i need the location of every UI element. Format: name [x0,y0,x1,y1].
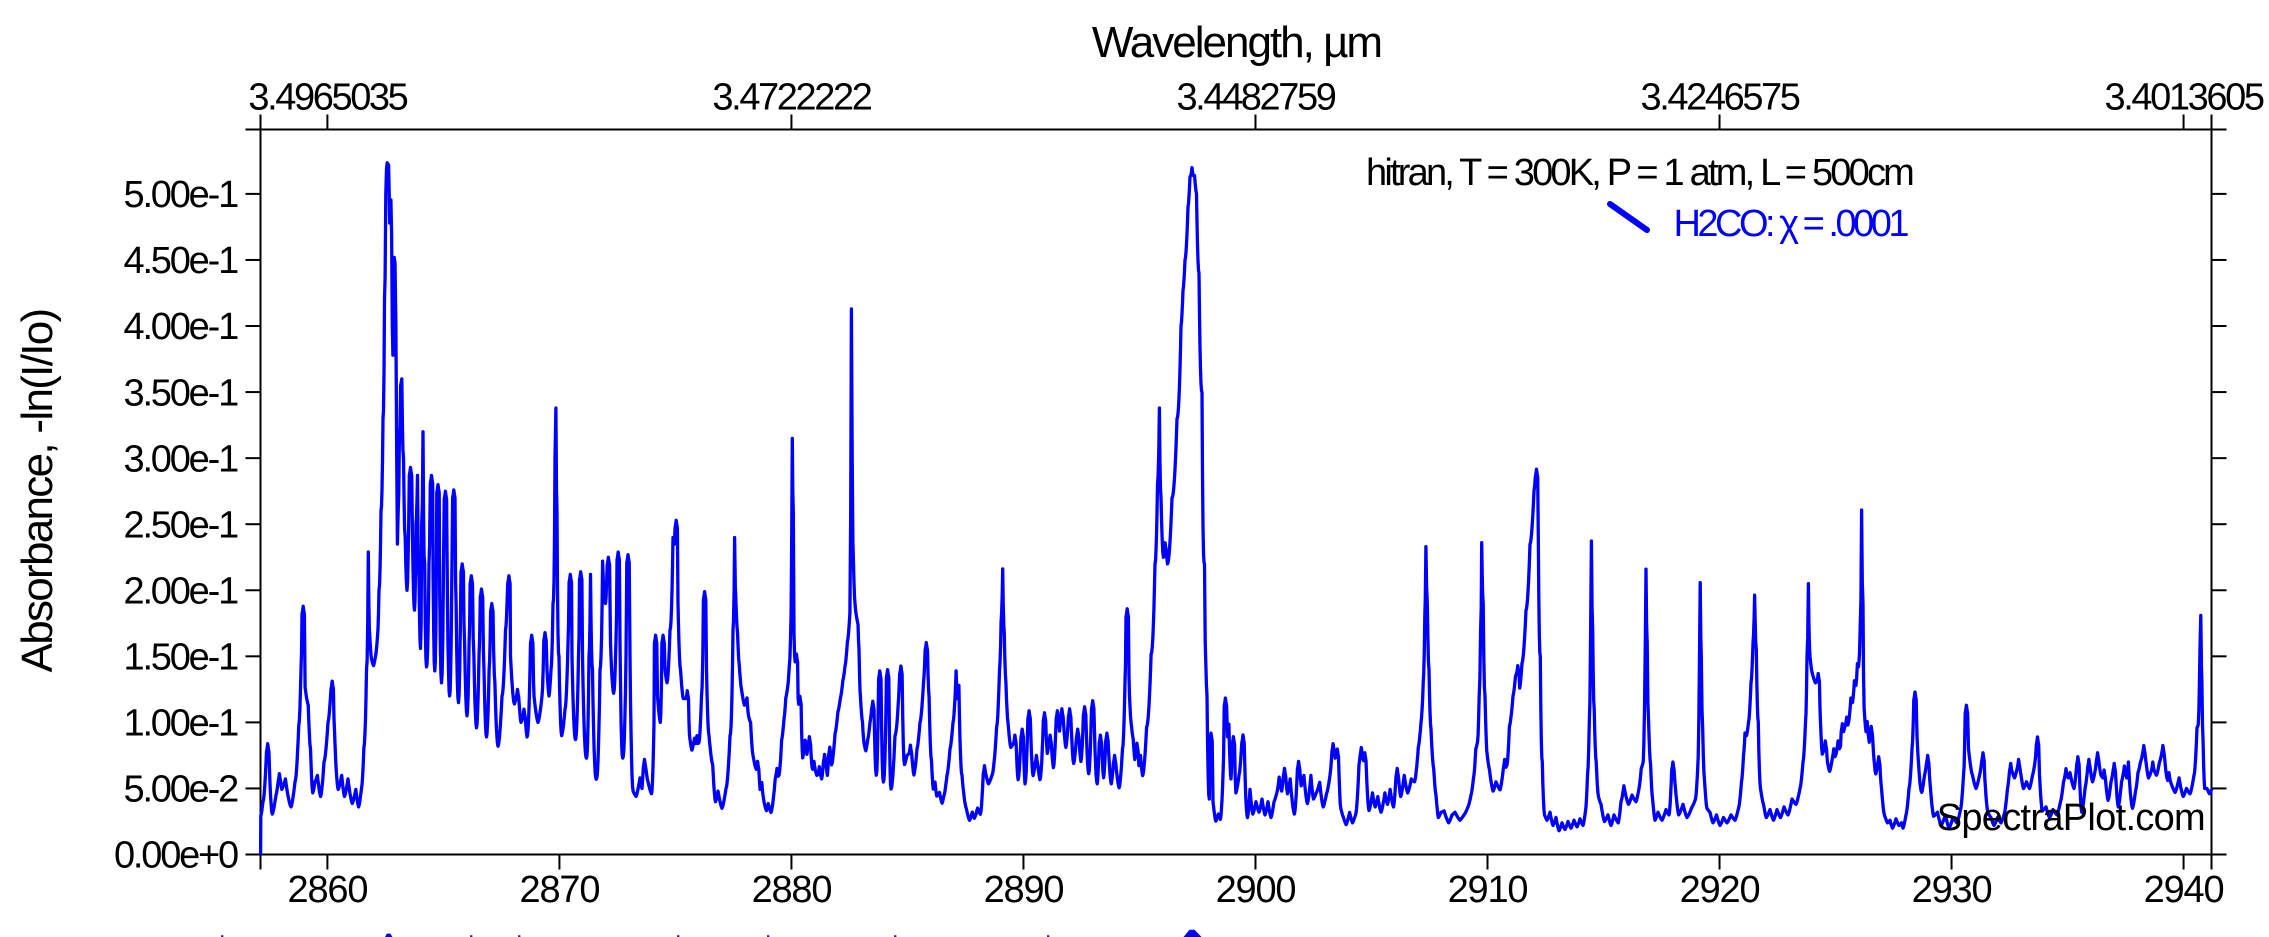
svg-text:2910: 2910 [1448,869,1528,911]
svg-text:2930: 2930 [1912,869,1992,911]
svg-text:1.00e-1: 1.00e-1 [124,703,239,745]
svg-text:Absorbance, -ln(I/Io): Absorbance, -ln(I/Io) [13,310,62,673]
svg-text:5.00e-1: 5.00e-1 [124,174,239,216]
svg-text:2920: 2920 [1680,869,1760,911]
svg-text:H2CO: χ = .0001: H2CO: χ = .0001 [1673,203,1908,245]
svg-text:3.4246575: 3.4246575 [1641,77,1800,119]
svg-text:SpectraPlot.com: SpectraPlot.com [1937,797,2205,839]
svg-text:2900: 2900 [1216,869,1296,911]
svg-text:3.4013605: 3.4013605 [2105,77,2264,119]
svg-text:0.00e+0: 0.00e+0 [114,835,238,877]
svg-text:2.00e-1: 2.00e-1 [124,570,239,612]
svg-text:3.00e-1: 3.00e-1 [124,438,239,480]
svg-text:1.50e-1: 1.50e-1 [124,637,239,679]
svg-text:4.00e-1: 4.00e-1 [124,306,239,348]
svg-text:2860: 2860 [288,869,368,911]
svg-text:3.50e-1: 3.50e-1 [124,372,239,414]
svg-text:2940: 2940 [2144,869,2224,911]
svg-text:3.4965035: 3.4965035 [248,77,407,119]
svg-text:2880: 2880 [752,869,832,911]
svg-text:Wavelength, µm: Wavelength, µm [1092,18,1381,67]
svg-text:3.4722222: 3.4722222 [712,77,871,119]
svg-text:2.50e-1: 2.50e-1 [124,504,239,546]
svg-text:5.00e-2: 5.00e-2 [124,769,239,811]
svg-text:2890: 2890 [984,869,1064,911]
svg-text:hitran, T = 300K, P = 1 atm, L: hitran, T = 300K, P = 1 atm, L = 500cm [1366,152,1913,194]
svg-text:4.50e-1: 4.50e-1 [124,240,239,282]
svg-text:2870: 2870 [520,869,600,911]
svg-text:3.4482759: 3.4482759 [1176,77,1335,119]
